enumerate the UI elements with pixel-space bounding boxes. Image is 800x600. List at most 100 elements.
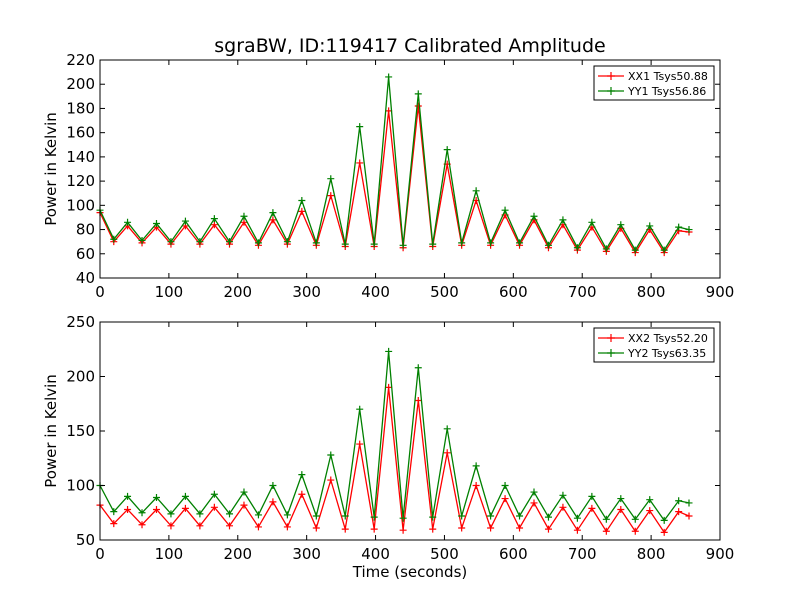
data-point xyxy=(226,238,234,246)
data-point xyxy=(399,241,407,249)
data-point xyxy=(254,239,262,247)
data-point xyxy=(660,528,668,536)
data-point xyxy=(124,218,132,226)
data-point xyxy=(472,482,480,489)
data-point xyxy=(124,492,132,500)
x-tick-label: 800 xyxy=(637,545,666,563)
data-point xyxy=(167,238,175,246)
data-point xyxy=(298,196,306,204)
x-tick-label: 400 xyxy=(361,545,390,563)
data-point xyxy=(385,347,393,355)
series-2 xyxy=(96,73,693,254)
data-point xyxy=(327,192,335,200)
legend-label: XX1 Tsys50.88 xyxy=(628,70,708,83)
chart-top: 0 100 200 300 400 500 600 700 800 900 40 60 80 100 120… xyxy=(42,35,734,301)
data-point xyxy=(685,512,693,520)
data-point xyxy=(283,523,291,531)
series-1 xyxy=(96,102,693,257)
y-tick-label: 150 xyxy=(66,422,95,440)
data-point xyxy=(167,510,175,518)
data-point xyxy=(356,405,364,413)
data-point xyxy=(399,514,407,522)
x-tick-label: 400 xyxy=(361,283,390,301)
data-point xyxy=(167,522,175,530)
data-point xyxy=(516,524,524,532)
x-tick-label: 900 xyxy=(706,283,735,301)
legend-item: XX1 Tsys50.88 xyxy=(598,70,708,83)
data-point xyxy=(269,216,277,224)
data-point xyxy=(559,216,567,224)
data-point xyxy=(617,505,625,513)
x-tick-label: 600 xyxy=(499,545,528,563)
data-point xyxy=(240,212,248,220)
data-point xyxy=(152,220,160,227)
y-tick-label: 40 xyxy=(76,269,95,287)
data-point xyxy=(181,504,189,512)
data-point xyxy=(660,246,668,254)
data-point xyxy=(370,525,378,533)
data-point xyxy=(254,523,262,531)
data-point xyxy=(685,499,693,507)
data-point xyxy=(588,218,596,226)
x-tick-label: 100 xyxy=(155,545,184,563)
data-point xyxy=(429,240,437,248)
data-point xyxy=(240,218,248,226)
data-point xyxy=(298,207,306,215)
data-point xyxy=(443,425,451,433)
data-point xyxy=(110,508,118,516)
legend-marker xyxy=(607,349,615,357)
data-point xyxy=(646,496,654,504)
y-tick-label: 180 xyxy=(66,99,95,117)
data-point xyxy=(544,513,552,521)
series-line xyxy=(99,105,690,254)
data-point xyxy=(254,511,262,519)
x-tick-label: 0 xyxy=(95,545,105,563)
data-point xyxy=(356,123,364,131)
data-point xyxy=(210,490,218,498)
data-point xyxy=(617,495,625,503)
data-point xyxy=(675,497,683,505)
data-point xyxy=(414,396,422,404)
series-2 xyxy=(96,347,693,524)
legend-label: YY2 Tsys63.35 xyxy=(627,347,706,360)
data-point xyxy=(138,509,146,517)
data-point xyxy=(429,525,437,533)
data-point xyxy=(617,221,625,229)
x-tick-label: 300 xyxy=(292,545,321,563)
data-point xyxy=(573,514,581,522)
legend-box xyxy=(593,65,715,101)
y-tick-label: 80 xyxy=(76,221,95,239)
data-point xyxy=(414,90,422,98)
x-tick-label: 900 xyxy=(706,545,735,563)
data-point xyxy=(341,512,349,520)
data-point xyxy=(298,490,306,498)
legend-label: YY1 Tsys56.86 xyxy=(627,85,706,98)
data-point xyxy=(385,383,393,391)
data-point xyxy=(588,492,596,500)
data-point xyxy=(516,512,524,520)
series-line xyxy=(99,76,690,252)
y-tick-label: 200 xyxy=(66,75,95,93)
data-point xyxy=(458,239,466,247)
data-point xyxy=(152,493,160,501)
data-point xyxy=(196,238,204,246)
data-point xyxy=(283,511,291,519)
data-point xyxy=(312,512,320,520)
data-point xyxy=(210,503,218,511)
legend-item: YY1 Tsys56.86 xyxy=(598,85,706,98)
data-point xyxy=(327,451,335,459)
x-tick-label: 0 xyxy=(95,283,105,301)
data-point xyxy=(530,488,538,496)
data-point xyxy=(269,209,277,217)
y-tick-label: 100 xyxy=(66,196,95,214)
data-point xyxy=(501,482,509,489)
data-point xyxy=(544,525,552,533)
data-point xyxy=(573,244,581,252)
data-point xyxy=(487,239,495,247)
data-point xyxy=(685,226,693,234)
data-point xyxy=(631,527,639,535)
data-point xyxy=(675,223,683,231)
data-point xyxy=(501,495,509,503)
chart-title: sgraBW, ID:119417 Calibrated Amplitude xyxy=(214,35,605,57)
